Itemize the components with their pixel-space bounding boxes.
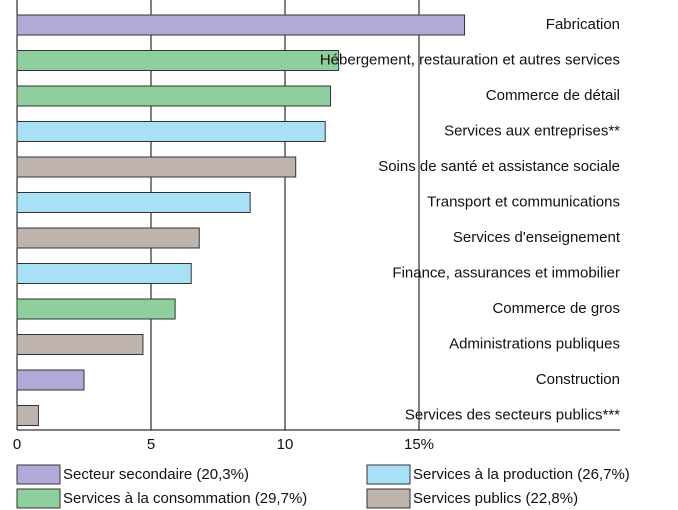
legend-label: Services à la consommation (29,7%)	[63, 490, 307, 507]
legend-swatch	[366, 488, 411, 509]
bar	[16, 298, 176, 320]
category-label: Fabrication	[546, 16, 620, 33]
category-label: Commerce de gros	[492, 300, 620, 317]
category-label: Administrations publiques	[449, 335, 620, 352]
category-label: Construction	[536, 371, 620, 388]
legend-label: Secteur secondaire (20,3%)	[63, 466, 249, 483]
category-label: Services aux entreprises**	[444, 122, 620, 139]
category-label: Soins de santé et assistance sociale	[378, 158, 620, 175]
legend-label: Services à la production (26,7%)	[413, 466, 630, 483]
bar	[16, 263, 192, 284]
legend-label: Services publics (22,8%)	[413, 490, 578, 507]
bar	[16, 50, 340, 71]
bar	[16, 14, 466, 36]
x-tick-label: 5	[147, 436, 155, 453]
bar	[16, 121, 326, 142]
bar	[16, 405, 39, 426]
category-label: Transport et communications	[427, 193, 620, 210]
category-label: Services d'enseignement	[453, 229, 621, 246]
x-tick-label: 10	[277, 436, 294, 453]
x-tick-label: 15%	[404, 436, 434, 453]
bar	[16, 85, 332, 107]
bar	[16, 156, 297, 178]
bar	[16, 227, 200, 249]
bar	[16, 334, 144, 355]
bar	[16, 192, 251, 213]
category-label: Hébergement, restauration et autres serv…	[320, 51, 620, 68]
category-label: Finance, assurances et immobilier	[392, 264, 620, 281]
legend-swatch	[16, 488, 61, 509]
category-label: Commerce de détail	[486, 87, 620, 104]
legend-swatch	[16, 464, 61, 485]
legend-swatch	[366, 464, 411, 485]
category-label: Services des secteurs publics***	[405, 406, 620, 423]
bar	[16, 369, 85, 391]
x-tick-label: 0	[13, 436, 21, 453]
